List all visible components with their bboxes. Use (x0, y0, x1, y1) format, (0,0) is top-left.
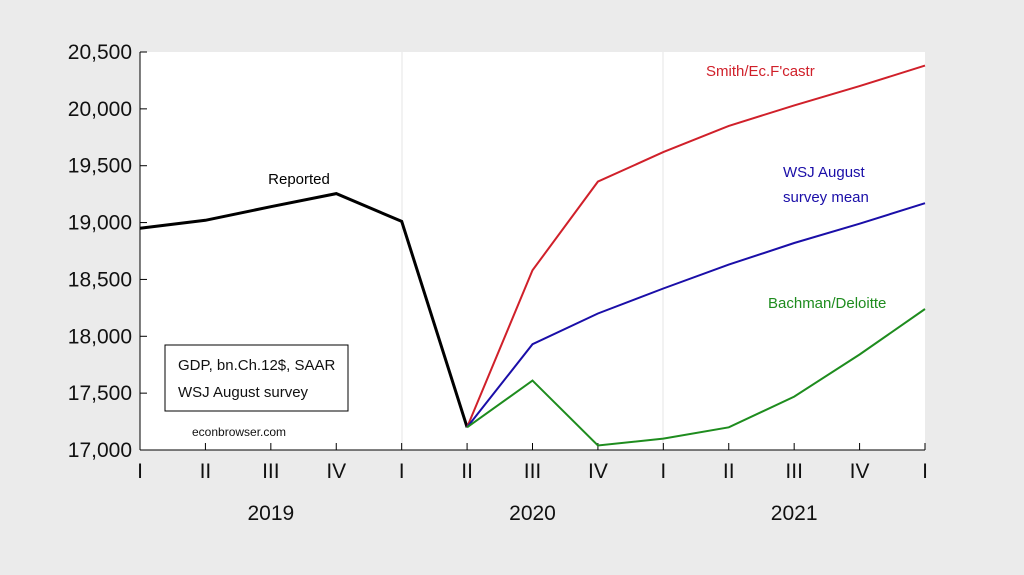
x-tick-label: III (262, 460, 280, 483)
x-tick-label: II (200, 460, 212, 483)
series-lines (139, 64, 926, 447)
note-line-1: GDP, bn.Ch.12$, SAAR (178, 357, 335, 374)
year-label: 2020 (509, 502, 556, 525)
series-line-smith-ec-f-castr (466, 64, 926, 428)
x-tick-label: I (922, 460, 928, 483)
x-tick-label: IV (588, 460, 608, 483)
label-wsj-line2: survey mean (783, 189, 869, 206)
y-tick-label: 19,500 (68, 155, 132, 178)
x-tick-label: III (524, 460, 542, 483)
y-tick-label: 19,000 (68, 212, 132, 235)
label-reported: Reported (268, 171, 330, 188)
y-tick-label: 18,500 (68, 268, 132, 291)
label-wsj-line1: WSJ August (783, 164, 866, 181)
x-tick-label: I (137, 460, 143, 483)
y-tick-label: 20,000 (68, 98, 132, 121)
x-tick-label: IV (326, 460, 346, 483)
y-tick-label: 20,500 (68, 41, 132, 64)
series-line-bachman-deloitte (466, 308, 926, 447)
year-label: 2021 (771, 502, 818, 525)
y-axis: 17,000 17,500 18,000 18,500 19,000 19,500 20,0… (68, 41, 147, 462)
x-tick-label: III (785, 460, 803, 483)
credit-text: econbrowser.com (192, 425, 286, 439)
y-tick-label: 17,500 (68, 382, 132, 405)
y-tick-label: 18,000 (68, 325, 132, 348)
x-tick-label: II (461, 460, 473, 483)
note-box: GDP, bn.Ch.12$, SAAR WSJ August survey (164, 344, 349, 412)
x-tick-label: I (660, 460, 666, 483)
label-bachman: Bachman/Deloitte (768, 295, 886, 312)
x-tick-label: I (399, 460, 405, 483)
x-tick-label: IV (850, 460, 870, 483)
series-line-reported (139, 192, 469, 428)
series-line-wsj-august-survey-mean (466, 202, 926, 428)
note-line-2: WSJ August survey (178, 384, 309, 401)
label-smith: Smith/Ec.F'castr (706, 63, 815, 80)
y-tick-label: 17,000 (68, 439, 132, 462)
year-label: 2019 (247, 502, 294, 525)
x-tick-label: II (723, 460, 735, 483)
